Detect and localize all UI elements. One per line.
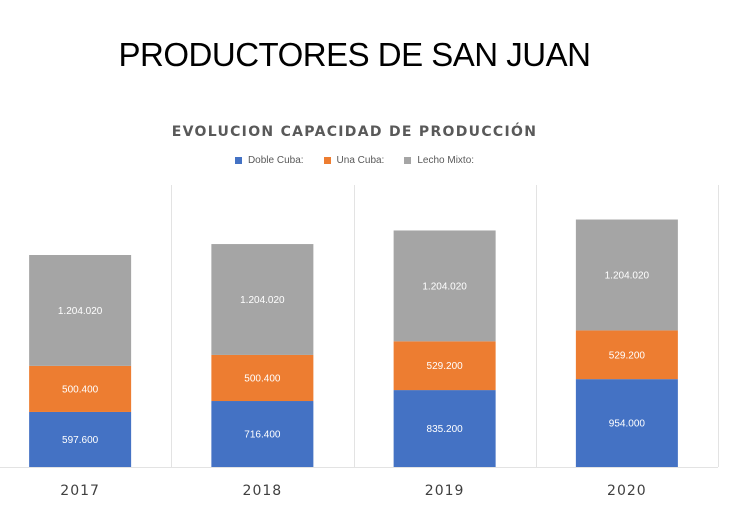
bar-segment-doblecuba-2020: [575, 379, 678, 467]
data-label: 1.204.020: [605, 270, 650, 281]
bar-segment-unacuba-2017: [29, 365, 132, 412]
chart-title: EVOLUCION CAPACIDAD DE PRODUCCIÓN: [171, 124, 538, 140]
bar-segment-unacuba-2019: [393, 341, 496, 391]
x-axis-ticks: 2017 2018 2019 2020: [60, 483, 647, 499]
x-tick-label: 2017: [60, 483, 100, 499]
bars: [29, 219, 678, 467]
bar-segment-lechomixto-2017: [29, 255, 132, 366]
data-label: 500.400: [244, 373, 281, 384]
page-title: PRODUCTORES DE SAN JUAN: [118, 36, 591, 73]
bar-segment-lechomixto-2019: [393, 230, 496, 342]
bar-labels: 597.600 500.400 1.204.020 716.400 500.400 1.2…: [58, 270, 650, 446]
x-tick-label: 2019: [425, 483, 465, 499]
data-label: 835.200: [427, 424, 464, 435]
chart-legend: Doble Cuba: Una Cuba: Lecho Mixto:: [0, 155, 719, 166]
legend-swatch-doble-cuba: [234, 157, 242, 164]
x-tick-label: 2020: [607, 483, 647, 499]
data-label: 597.600: [62, 435, 99, 446]
legend-label-una-cuba: Una Cuba:: [336, 155, 385, 166]
data-label: 1.204.020: [58, 306, 103, 317]
legend-swatch-una-cuba: [323, 157, 331, 164]
data-label: 1.204.020: [422, 281, 467, 292]
legend-swatch-lecho-mixto: [404, 157, 412, 164]
data-label: 954.000: [609, 419, 646, 430]
bar-segment-unacuba-2018: [211, 354, 314, 402]
gridlines: [0, 185, 719, 468]
legend-item-una-cuba: Una Cuba:: [323, 155, 385, 166]
legend-item-lecho-mixto: Lecho Mixto:: [404, 155, 474, 166]
data-label: 529.200: [609, 350, 646, 361]
bar-segment-doblecuba-2018: [211, 401, 314, 467]
data-label: 716.400: [244, 430, 281, 441]
bar-segment-doblecuba-2017: [29, 411, 132, 467]
legend-label-doble-cuba: Doble Cuba:: [247, 155, 304, 166]
x-tick-label: 2018: [243, 483, 283, 499]
bar-segment-doblecuba-2019: [393, 390, 496, 467]
legend-label-lecho-mixto: Lecho Mixto:: [417, 155, 475, 166]
bar-segment-unacuba-2020: [575, 330, 678, 380]
legend-item-doble-cuba: Doble Cuba:: [234, 155, 304, 166]
data-label: 1.204.020: [240, 295, 285, 306]
data-label: 500.400: [62, 384, 99, 395]
data-label: 529.200: [427, 361, 464, 372]
bar-segment-lechomixto-2018: [211, 244, 314, 355]
bar-segment-lechomixto-2020: [575, 219, 678, 331]
